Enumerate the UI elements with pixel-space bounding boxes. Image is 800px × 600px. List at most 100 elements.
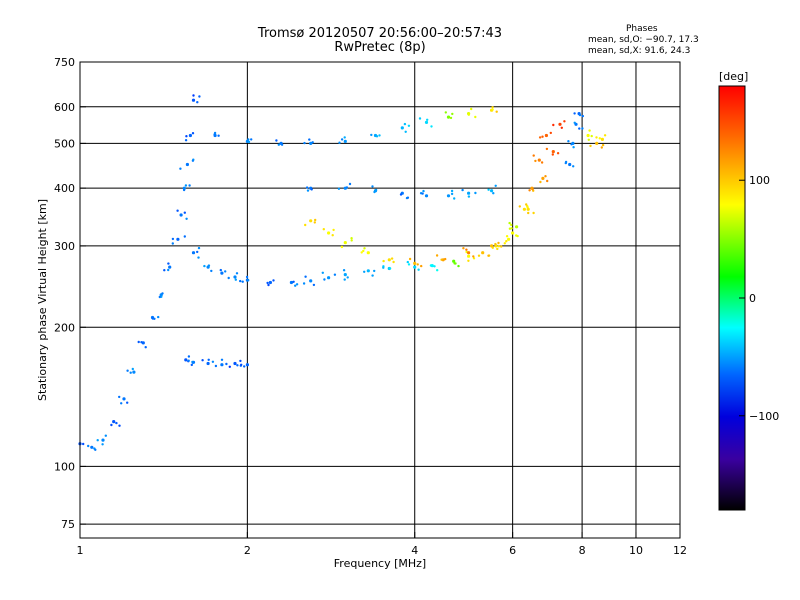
data-point: [564, 160, 568, 164]
data-point: [440, 258, 443, 261]
data-point: [467, 113, 470, 116]
data-point: [327, 231, 331, 235]
data-point: [304, 275, 307, 278]
data-point: [568, 162, 572, 167]
data-point: [196, 250, 199, 254]
data-point: [373, 269, 376, 273]
chart-title-line1: Tromsø 20120507 20:56:00–20:57:43: [257, 26, 503, 41]
data-point: [295, 283, 299, 286]
data-point: [516, 234, 519, 238]
data-point: [490, 189, 494, 193]
data-point: [185, 217, 188, 220]
data-point: [267, 283, 270, 287]
data-point: [421, 192, 424, 195]
data-point: [371, 185, 374, 188]
data-point: [191, 132, 195, 135]
data-point: [551, 150, 555, 154]
data-point: [570, 143, 573, 146]
data-point: [217, 134, 220, 137]
phases-heading: Phases: [626, 24, 658, 34]
data-point: [556, 152, 560, 155]
data-point: [461, 188, 464, 192]
data-point: [595, 136, 598, 139]
data-point: [191, 251, 196, 255]
data-point: [82, 442, 85, 446]
data-point: [494, 242, 497, 246]
data-point: [465, 248, 468, 251]
data-point: [416, 263, 419, 266]
data-point: [289, 280, 293, 285]
data-point: [467, 251, 471, 255]
data-point: [449, 116, 453, 120]
data-point: [374, 188, 378, 192]
y-tick-label: 750: [54, 56, 75, 69]
data-point: [508, 221, 511, 225]
data-point: [303, 141, 306, 145]
data-point: [206, 361, 210, 366]
data-point: [161, 292, 164, 295]
data-point: [507, 237, 511, 241]
data-point: [101, 438, 105, 442]
y-axis-label: Stationary phase Virtual Height [km]: [36, 199, 49, 401]
data-point: [467, 254, 471, 258]
data-point: [236, 364, 239, 367]
data-point: [101, 443, 104, 446]
grid-lines: [80, 62, 680, 538]
data-point: [581, 127, 584, 130]
data-point: [451, 112, 454, 116]
data-point: [408, 257, 412, 261]
data-point: [313, 221, 316, 224]
data-point: [378, 134, 381, 137]
data-point: [534, 159, 537, 163]
data-point: [500, 245, 503, 248]
data-point: [337, 187, 341, 190]
data-point: [472, 255, 475, 258]
colorbar-tick-label: −100: [749, 410, 779, 423]
data-point: [373, 190, 376, 194]
data-point: [474, 191, 477, 195]
data-point: [545, 147, 549, 151]
data-point: [558, 122, 562, 126]
x-axis-label: Frequency [MHz]: [334, 557, 426, 570]
data-point: [90, 445, 94, 449]
data-point: [305, 186, 309, 189]
data-point: [185, 162, 189, 167]
data-point: [567, 140, 570, 143]
data-point: [112, 420, 116, 424]
data-point: [140, 341, 143, 344]
data-point: [343, 273, 347, 277]
data-point: [228, 365, 231, 368]
data-point: [467, 259, 470, 262]
data-point: [366, 269, 370, 273]
data-point: [310, 188, 313, 191]
y-tick-label: 300: [54, 240, 75, 253]
data-point: [137, 340, 140, 344]
data-point: [197, 246, 201, 250]
data-point: [179, 213, 183, 217]
data-point: [525, 203, 528, 206]
data-point: [311, 141, 314, 144]
data-point: [487, 254, 490, 257]
x-tick-label: 2: [244, 544, 251, 557]
data-point: [444, 111, 447, 114]
data-point: [340, 138, 344, 141]
data-point: [192, 158, 195, 161]
data-point: [492, 192, 495, 195]
data-point: [446, 115, 451, 119]
data-point: [302, 282, 306, 285]
data-point: [474, 115, 477, 119]
data-point: [457, 264, 460, 268]
data-point: [233, 275, 237, 279]
data-point: [600, 137, 605, 141]
data-point: [224, 270, 227, 273]
data-point: [539, 180, 542, 184]
data-point: [407, 263, 411, 266]
data-point: [87, 444, 90, 448]
data-point: [207, 358, 210, 361]
data-point: [363, 247, 366, 250]
data-point: [360, 251, 363, 254]
data-point: [306, 189, 310, 192]
data-point: [220, 363, 224, 367]
data-point: [171, 237, 175, 241]
data-point: [321, 271, 324, 274]
